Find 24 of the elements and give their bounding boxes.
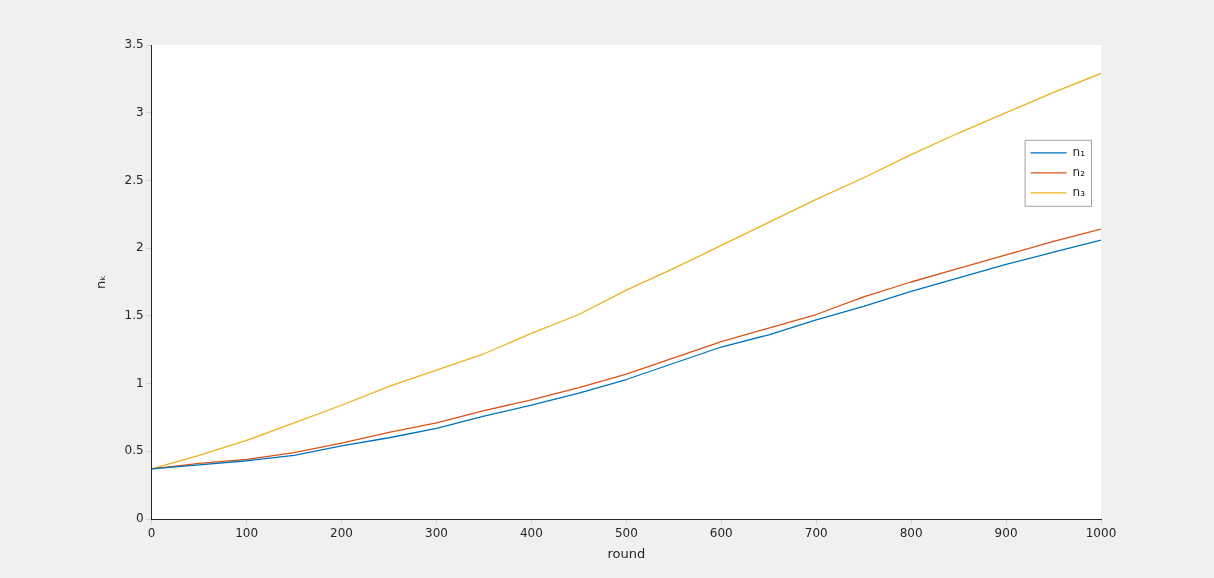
x-tick-label: 600	[709, 526, 733, 541]
x-tick-label: 700	[804, 526, 828, 541]
y-tick-label: 0.5	[124, 443, 144, 458]
y-tick-label: 1.5	[124, 307, 144, 322]
legend-label: n₁	[1072, 144, 1086, 159]
x-tick-label: 0	[147, 526, 156, 541]
y-axis-title: nₖ	[93, 275, 109, 289]
x-tick-label: 400	[519, 526, 543, 541]
x-tick-label: 200	[330, 526, 353, 541]
legend-label: n₂	[1072, 164, 1086, 179]
y-tick-label: 2	[136, 240, 144, 255]
x-tick-label: 1000	[1085, 526, 1117, 541]
y-tick-label: 0	[136, 511, 144, 526]
x-tick-label: 800	[899, 526, 923, 541]
legend-label: n₃	[1072, 184, 1086, 199]
y-tick-label: 3.5	[124, 37, 144, 52]
x-tick-label: 900	[994, 526, 1018, 541]
x-axis-title: round	[607, 545, 646, 561]
y-tick-label: 2.5	[124, 172, 144, 187]
x-tick-label: 300	[425, 526, 448, 541]
y-tick-label: 3	[136, 104, 144, 119]
y-tick-label: 1	[136, 375, 144, 390]
x-tick-label: 500	[614, 526, 638, 541]
x-tick-label: 100	[235, 526, 259, 541]
